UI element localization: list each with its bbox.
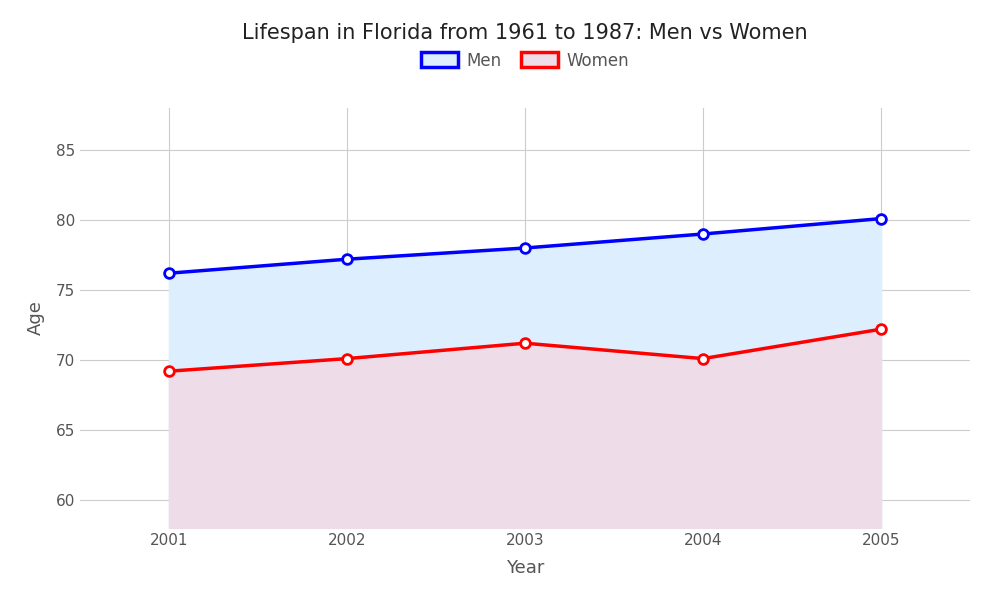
Title: Lifespan in Florida from 1961 to 1987: Men vs Women: Lifespan in Florida from 1961 to 1987: M… [242, 23, 808, 43]
Y-axis label: Age: Age [27, 301, 45, 335]
X-axis label: Year: Year [506, 559, 544, 577]
Legend: Men, Women: Men, Women [414, 45, 636, 76]
